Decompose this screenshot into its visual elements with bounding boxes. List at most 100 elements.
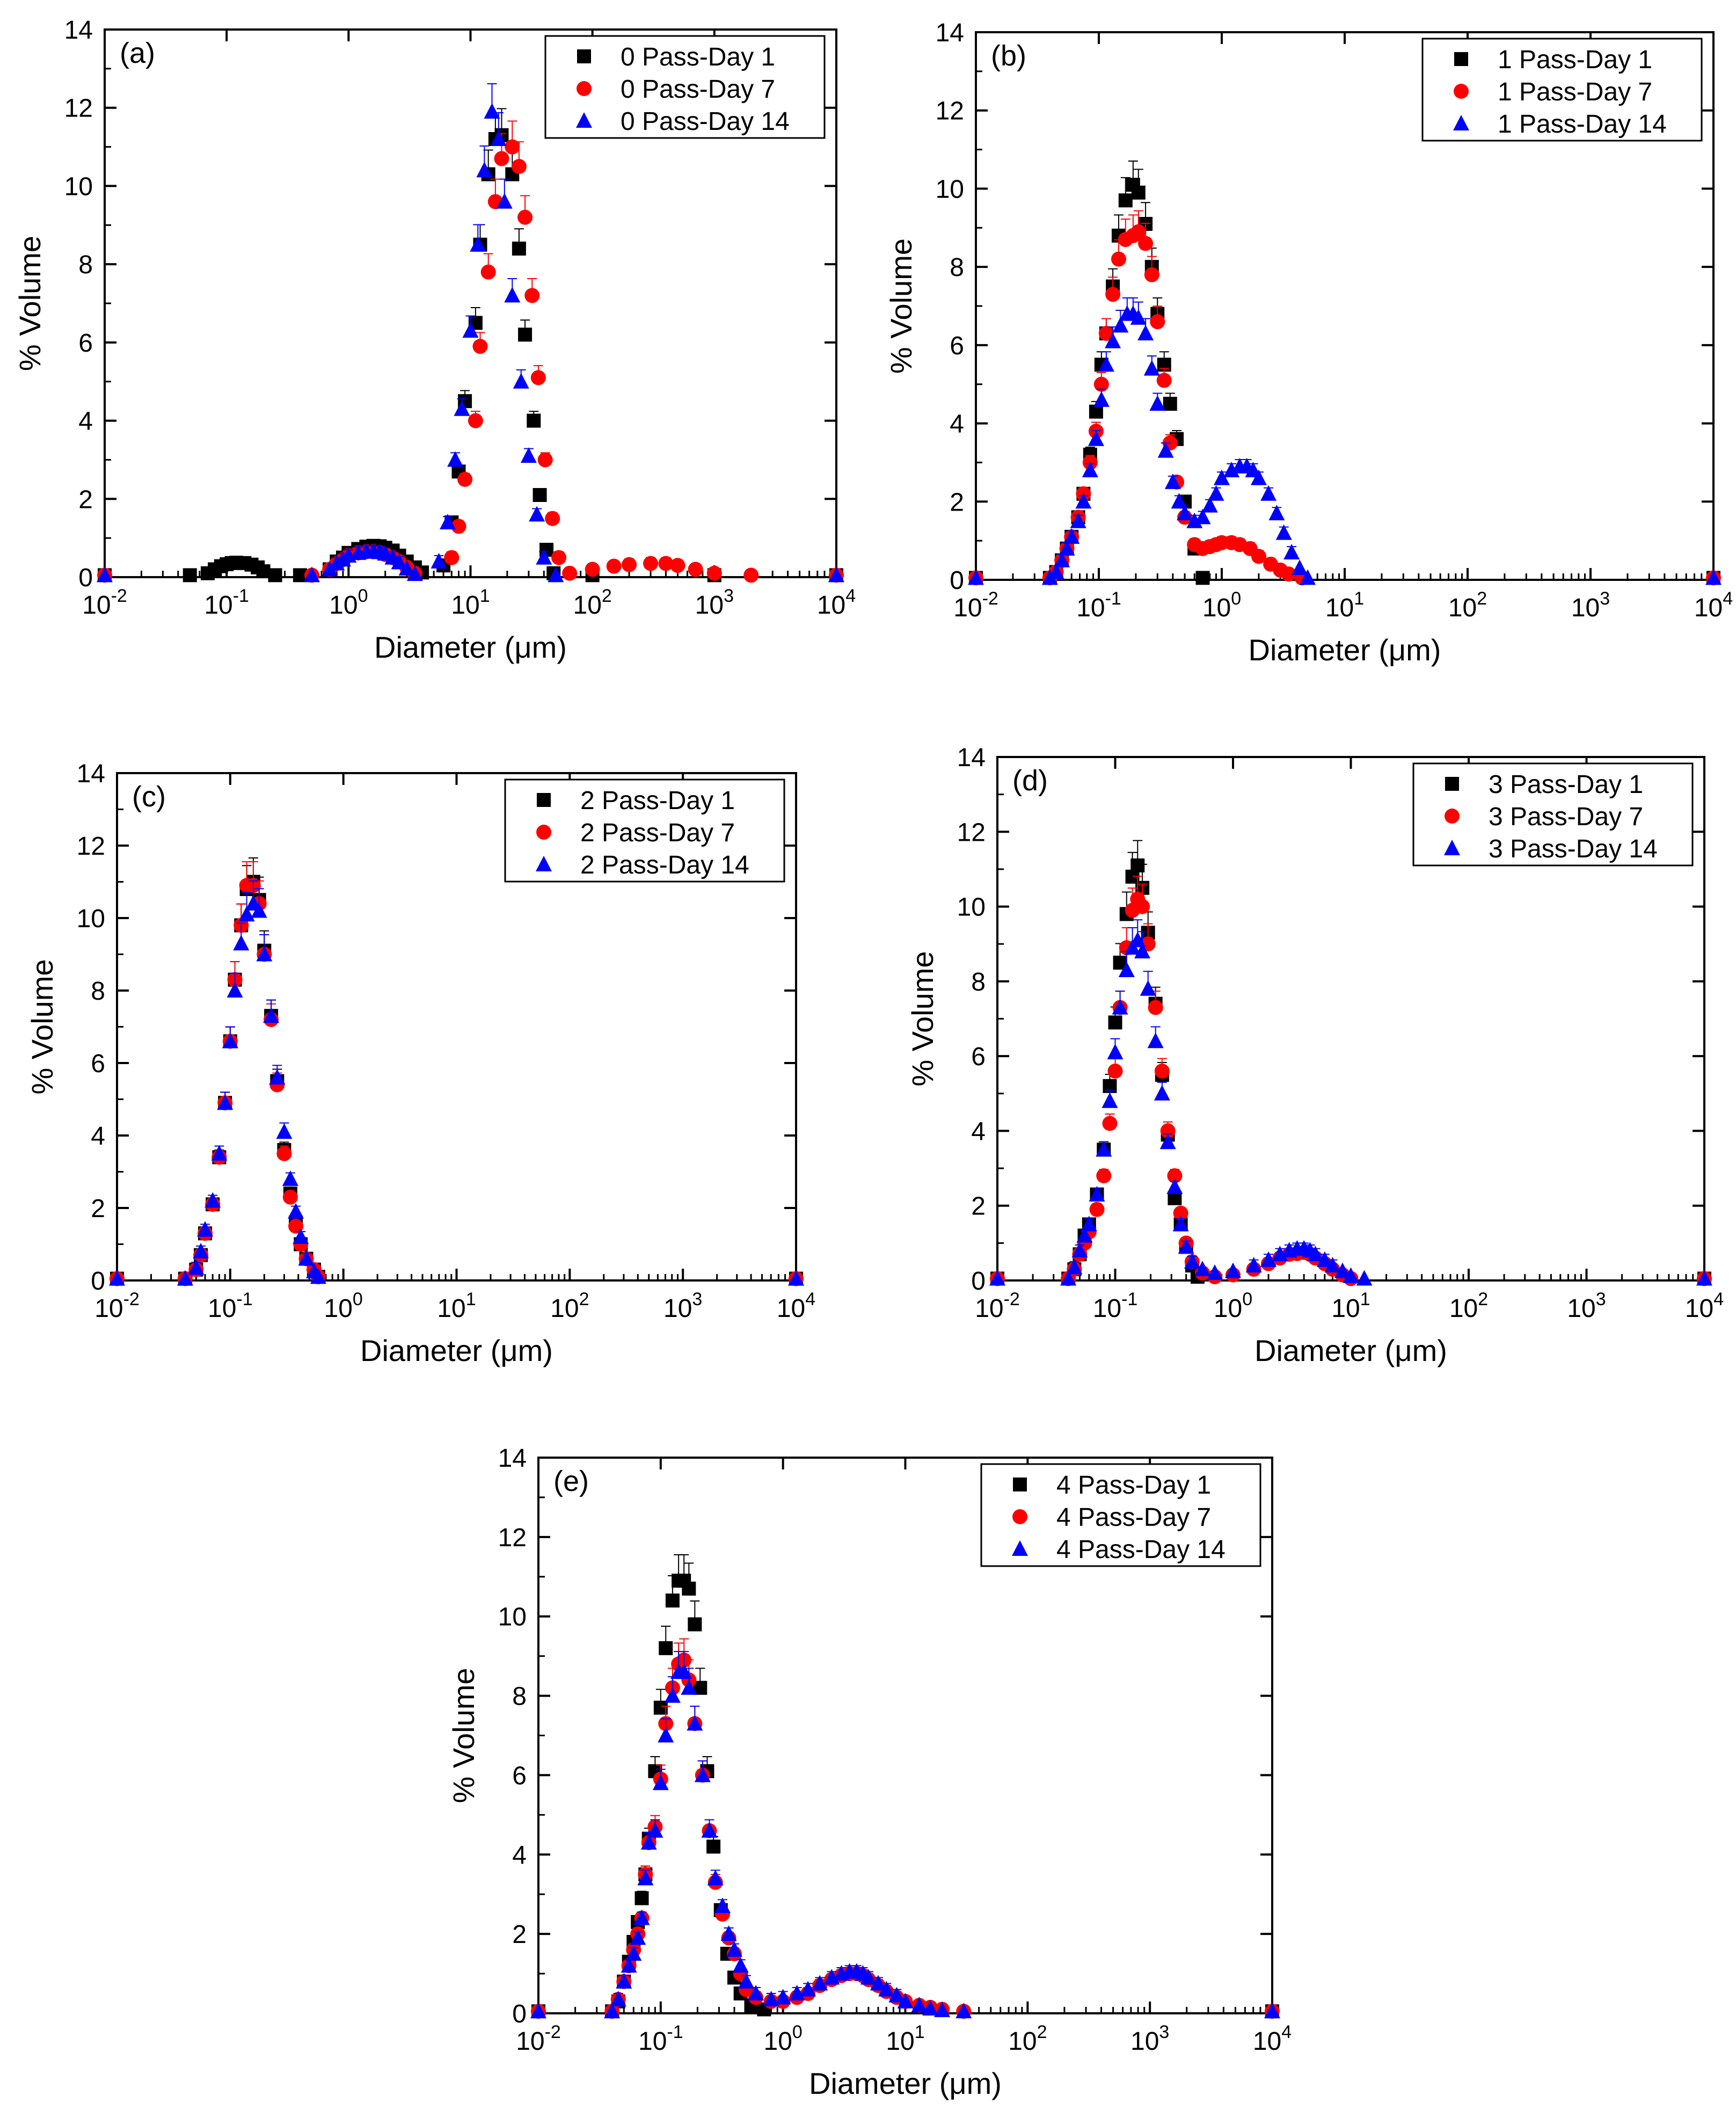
- x-tick-label: 102: [550, 1289, 589, 1323]
- data-point: [621, 1957, 637, 1973]
- data-point: [282, 1189, 298, 1205]
- data-point: [1160, 1123, 1176, 1139]
- legend-marker: [1453, 115, 1469, 130]
- data-point: [391, 554, 407, 570]
- data-point: [1054, 551, 1070, 567]
- data-point: [897, 1992, 914, 2008]
- x-tick-label: 10-2: [975, 1289, 1020, 1323]
- data-point: [520, 447, 537, 463]
- x-tick-label: 10-1: [208, 1289, 253, 1323]
- data-point: [1275, 524, 1292, 540]
- panel-4: 10-2 10-1 100 101 102 103 104 0 2 4 6 8 10 12 14 Diamet…: [447, 1444, 1292, 2100]
- y-tick-label: 14: [498, 1444, 527, 1473]
- data-point: [440, 514, 456, 529]
- y-tick-label: 2: [512, 1920, 527, 1949]
- legend-marker: [1454, 52, 1468, 66]
- data-point: [878, 1981, 895, 1997]
- data-point: [1111, 251, 1126, 267]
- y-tick-label: 4: [950, 410, 964, 439]
- data-point: [714, 1897, 731, 1913]
- data-point: [197, 1221, 214, 1237]
- data-point: [263, 1007, 280, 1023]
- data-point: [634, 1891, 649, 1905]
- data-point: [529, 506, 545, 522]
- data-point: [1150, 314, 1165, 330]
- data-point: [1171, 493, 1187, 509]
- legend-box: [1421, 38, 1703, 142]
- series-2: [989, 919, 1712, 1286]
- legend-label: 0 Pass-Day 1: [621, 43, 775, 71]
- x-axis-title: Diameter (μm): [374, 630, 567, 664]
- legend-label: 1 Pass-Day 7: [1498, 78, 1652, 106]
- legend-label: 2 Pass-Day 14: [580, 851, 749, 879]
- data-point: [763, 1991, 779, 2007]
- y-tick-label: 6: [91, 1050, 105, 1078]
- y-tick-label: 8: [971, 968, 986, 996]
- data-point: [688, 562, 703, 577]
- data-point: [1154, 1085, 1170, 1101]
- x-tick-label: 104: [1253, 2022, 1292, 2056]
- data-point: [1143, 360, 1160, 376]
- x-tick-label: 104: [817, 586, 856, 620]
- data-point: [109, 1270, 125, 1286]
- x-tick-label: 104: [1685, 1289, 1724, 1323]
- data-point: [1071, 1242, 1088, 1258]
- x-tick-label: 101: [437, 1289, 476, 1323]
- legend-label: 3 Pass-Day 14: [1489, 835, 1658, 863]
- data-point: [511, 159, 527, 174]
- data-point: [1156, 373, 1172, 388]
- y-tick-label: 4: [91, 1122, 105, 1151]
- data-point: [1163, 397, 1177, 411]
- data-point: [604, 2003, 621, 2019]
- data-point: [1300, 569, 1316, 585]
- data-point: [233, 935, 250, 951]
- data-point: [682, 1581, 696, 1596]
- y-tick-label: 12: [936, 97, 964, 126]
- panel-label: (d): [1012, 765, 1048, 797]
- data-point: [268, 568, 282, 583]
- y-tick-label: 8: [91, 977, 105, 1006]
- data-point: [444, 550, 459, 565]
- y-axis-title: % Volume: [884, 238, 918, 374]
- legend-marker: [1445, 777, 1459, 791]
- data-point: [1250, 469, 1267, 485]
- data-point: [633, 1909, 650, 1925]
- data-point: [1107, 1064, 1123, 1079]
- x-axis-title: Diameter (μm): [360, 1334, 553, 1367]
- legend-label: 0 Pass-Day 7: [621, 75, 775, 104]
- data-point: [293, 1228, 309, 1244]
- legend: 3 Pass-Day 1 3 Pass-Day 7 3 Pass-Day 14: [1412, 762, 1694, 867]
- data-point: [480, 264, 496, 280]
- data-point: [447, 451, 464, 467]
- y-tick-label: 8: [512, 1683, 527, 1711]
- data-point: [1112, 317, 1129, 333]
- data-point: [303, 566, 320, 583]
- y-tick-label: 12: [957, 818, 986, 847]
- data-point: [238, 906, 255, 922]
- x-tick-label: 10-2: [516, 2022, 561, 2056]
- data-point: [860, 1969, 877, 1985]
- x-tick-label: 102: [1449, 1289, 1488, 1323]
- data-point: [706, 1839, 721, 1854]
- x-tick-label: 103: [1567, 1289, 1606, 1323]
- data-point: [205, 1192, 221, 1208]
- x-tick-label: 100: [1202, 588, 1241, 622]
- data-point: [828, 566, 844, 583]
- x-tick-label: 10-1: [1093, 1289, 1138, 1323]
- panel-label: (b): [991, 40, 1026, 72]
- data-point: [1135, 899, 1150, 914]
- x-tick-label: 101: [1331, 1289, 1370, 1323]
- data-point: [505, 139, 520, 155]
- data-point: [1356, 1270, 1373, 1286]
- legend-marker: [536, 825, 551, 840]
- data-point: [726, 1941, 743, 1957]
- data-point: [1194, 508, 1211, 525]
- legend-box: [980, 1463, 1261, 1567]
- data-point: [451, 519, 466, 534]
- data-point: [1705, 569, 1722, 585]
- data-point: [1172, 1216, 1189, 1232]
- data-point: [989, 1270, 1005, 1286]
- data-point: [256, 564, 271, 579]
- data-point: [533, 488, 547, 502]
